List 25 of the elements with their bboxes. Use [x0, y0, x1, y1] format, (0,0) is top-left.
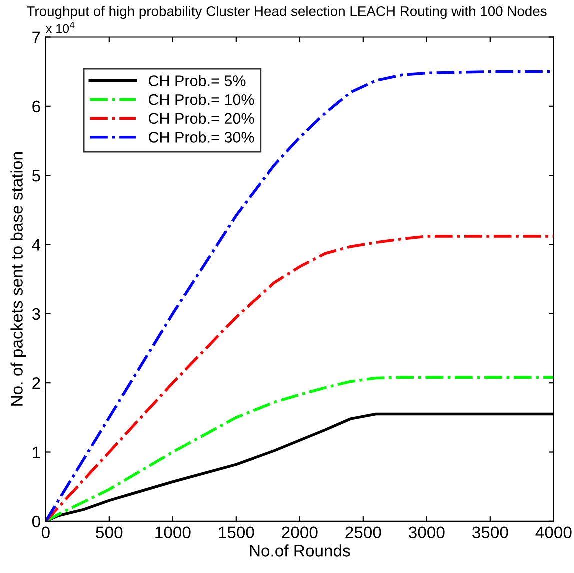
y-tick-label: 5: [32, 170, 40, 182]
y-tick-label: 1: [33, 446, 40, 458]
x-axis-title: No.of Rounds: [250, 544, 350, 557]
legend-label: CH Prob.= 10%: [148, 94, 254, 106]
x-tick-label: 2500: [346, 526, 382, 539]
x-tick-label: 1000: [156, 526, 191, 539]
legend-label: CH Prob.= 20%: [148, 112, 254, 124]
y-tick-label: 3: [32, 308, 40, 320]
x-tick-label: 3500: [472, 526, 508, 539]
x-tick-label: 2000: [282, 526, 318, 539]
y-tick-label: 6: [32, 100, 40, 113]
y-tick-label: 4: [32, 239, 41, 251]
x-tick-label: 1500: [219, 526, 254, 539]
y-axis-title: No. of packets sent to base station: [10, 152, 26, 406]
y-tick-label: 0: [32, 516, 40, 528]
legend-label: CH Prob.= 30%: [148, 132, 254, 143]
x-tick-label: 500: [96, 526, 123, 539]
x-tick-label: 0: [42, 526, 50, 539]
x-tick-label: 3000: [409, 526, 445, 539]
y-tick-label: 7: [32, 32, 40, 44]
chart-title: Troughput of high probability Cluster Head selection LEACH Routing with 100 Nodes: [27, 6, 547, 20]
legend-label: CH Prob.= 5%: [148, 75, 246, 86]
y-tick-label: 2: [32, 377, 40, 390]
text: x 10$^{4}$: [46, 22, 75, 34]
x-tick-label: 4000: [536, 526, 572, 539]
